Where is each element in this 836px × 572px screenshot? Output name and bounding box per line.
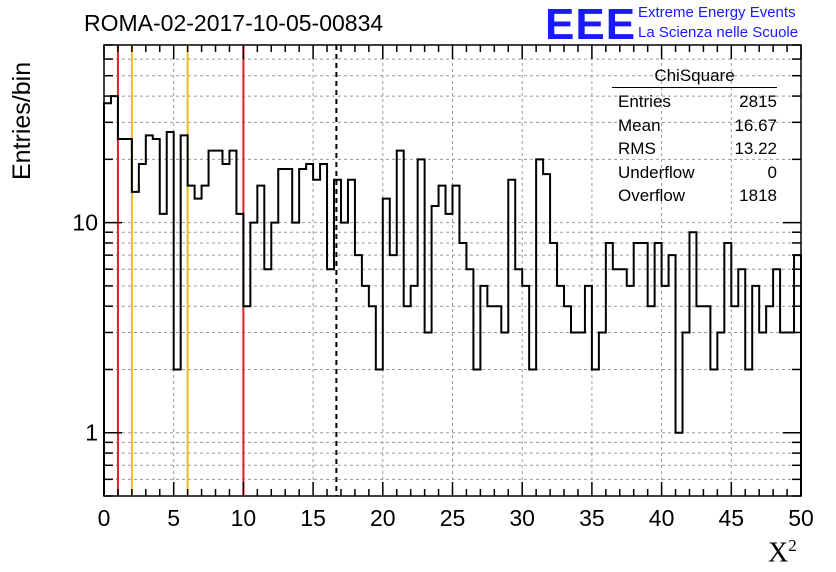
axes: 0 5 10 15 20 25 30 35 40 45 50 1 10 (72, 44, 814, 531)
stats-row-mean: Mean 16.67 (612, 114, 777, 138)
stats-label: Mean (618, 115, 661, 135)
histogram-series (103, 95, 802, 496)
chart-title: ROMA-02-2017-10-05-00834 (84, 10, 384, 36)
y-axis-label: Entries/bin (8, 61, 36, 180)
stats-value: 13.22 (734, 139, 777, 158)
x-axis-label-superscript: 2 (788, 536, 797, 555)
y-tick-label: 1 (85, 420, 98, 446)
stats-row-underflow: Underflow 0 (612, 161, 777, 185)
stats-label: Overflow (618, 186, 686, 205)
x-tick-label: 0 (98, 505, 111, 531)
stats-value: 1818 (739, 186, 777, 205)
stats-title: ChiSquare (612, 66, 777, 88)
x-axis-label-base: X (768, 537, 789, 569)
stats-row-overflow: Overflow 1818 (612, 184, 777, 208)
x-tick-label: 15 (300, 505, 326, 531)
marker-lines (116, 45, 338, 496)
stats-value: 0 (767, 162, 777, 182)
x-tick-label: 30 (509, 505, 535, 531)
x-tick-label: 10 (231, 505, 257, 531)
eee-logo: EEE (545, 0, 637, 49)
x-tick-label: 50 (788, 505, 814, 531)
x-tick-label: 25 (440, 505, 466, 531)
stats-label: Entries (618, 92, 671, 111)
stats-row-entries: Entries 2815 (612, 90, 777, 114)
logo-line-2: La Scienza nelle Scuole (638, 24, 799, 41)
x-tick-label: 40 (649, 505, 675, 531)
stats-label: RMS (618, 139, 656, 158)
x-tick-label: 5 (167, 505, 180, 531)
stats-box: ChiSquare Entries 2815 Mean 16.67 RMS 13.22… (612, 66, 777, 208)
stats-row-rms: RMS 13.22 (612, 137, 777, 161)
stats-label: Underflow (618, 162, 695, 182)
x-tick-label: 20 (370, 505, 396, 531)
grid (104, 45, 801, 496)
stats-value: 16.67 (734, 115, 777, 135)
y-tick-label: 10 (72, 210, 98, 236)
x-tick-label: 35 (579, 505, 605, 531)
stats-value: 2815 (739, 92, 777, 111)
x-axis-label: X2 (768, 536, 797, 569)
x-tick-label: 45 (719, 505, 745, 531)
logo-line-1: Extreme Energy Events (638, 4, 796, 21)
